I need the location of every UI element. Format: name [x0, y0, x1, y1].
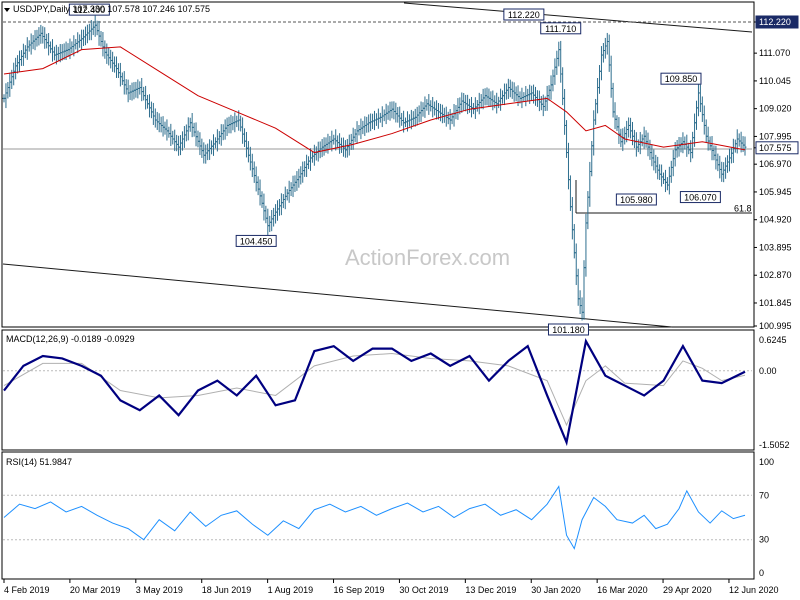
price-tick-label: 103.895: [759, 242, 792, 252]
moving-average-line: [3, 46, 746, 154]
rsi-lines: [3, 485, 752, 550]
price-annotation: 109.850: [660, 72, 702, 85]
price-tick-label: 105.945: [759, 187, 792, 197]
price-tick: 109.020: [754, 104, 792, 114]
price-tick: 107.995: [754, 131, 792, 141]
macd-tick-label: 0.00: [759, 366, 777, 376]
price-annotation: 61.8: [734, 203, 752, 213]
x-tick-label: 13 Dec 2019: [465, 585, 516, 595]
symbol-header: USDJPY,Daily 107.330 107.578 107.246 107…: [13, 4, 210, 14]
price-tick: 102.870: [754, 270, 792, 280]
rsi-tick-label: 0: [759, 568, 764, 578]
price-axis: 112.220 111.070 110.045 109.020 107.995 107.5…: [754, 15, 799, 331]
macd-tick-label: -1.5052: [759, 440, 790, 450]
price-tick-label: 111.070: [759, 48, 790, 58]
price-tick: 103.895: [754, 242, 792, 252]
x-tick-label: 29 Apr 2020: [663, 585, 712, 595]
macd-axis: 0.6245 0.00 -1.5052: [759, 335, 790, 450]
price-tick-label: 101.845: [759, 298, 792, 308]
x-tick-label: 12 Jun 2020: [729, 585, 779, 595]
macd-signal-line: [3, 353, 746, 427]
price-tick: 101.845: [754, 298, 792, 308]
rsi-tick-label: 100: [759, 457, 774, 467]
annotation-label: 109.850: [665, 74, 698, 84]
price-annotation: 104.450: [235, 234, 277, 247]
rsi-panel[interactable]: [1, 451, 755, 580]
price-tick: 112.220: [754, 15, 799, 29]
price-annotation: 106.070: [679, 191, 721, 204]
price-tick-label: 110.045: [759, 76, 791, 86]
price-tick: 105.945: [754, 187, 792, 197]
rsi-tick-label: 30: [759, 535, 769, 545]
price-tick-label: 106.970: [759, 159, 792, 169]
price-annotation: 111.710: [540, 22, 582, 35]
x-tick-label: 20 Mar 2019: [70, 585, 121, 595]
annotation-label: 111.710: [545, 24, 576, 34]
price-tick-label: 104.920: [759, 215, 792, 225]
price-tick: 106.970: [754, 159, 792, 169]
price-tick-label: 100.995: [759, 321, 792, 331]
price-annotation: 112.400: [68, 3, 110, 16]
channel-upper-line: [403, 2, 753, 33]
ma-series-line: [3, 46, 746, 154]
channel-lower-line: [2, 263, 673, 328]
annotation-label: 101.180: [552, 325, 585, 335]
price-tick: 104.920: [754, 215, 792, 225]
x-tick-label: 16 Sep 2019: [334, 585, 385, 595]
price-tick: 111.070: [754, 48, 790, 58]
macd-main-line: [3, 338, 746, 447]
price-annotation: 105.980: [615, 193, 657, 206]
rsi-axis: 100 70 30 0: [759, 457, 774, 578]
price-annotations: 112.400 112.220 111.710 109.850 105.980 106.0…: [68, 3, 752, 336]
chart-menu-arrow-icon[interactable]: [4, 8, 10, 12]
price-tick-label: 107.995: [759, 131, 792, 141]
rsi-title: RSI(14) 51.9847: [6, 457, 72, 467]
fib-label: 61.8: [734, 203, 752, 213]
price-tick-label: 102.870: [759, 270, 792, 280]
rsi-tick-label: 70: [759, 490, 769, 500]
x-tick-label: 18 Jun 2019: [202, 585, 252, 595]
annotation-label: 105.980: [620, 195, 653, 205]
x-tick-label: 30 Oct 2019: [399, 585, 448, 595]
watermark-text: ActionForex.com: [345, 245, 510, 270]
price-panel[interactable]: [1, 1, 755, 328]
annotation-label: 106.070: [684, 193, 717, 203]
x-axis: 4 Feb 2019 20 Mar 2019 3 May 2019 18 Jun 20…: [3, 579, 779, 595]
annotation-label: 112.220: [508, 10, 540, 20]
price-tick: 100.995: [754, 321, 792, 331]
macd-tick-label: 0.6245: [759, 335, 787, 345]
rsi-series-line: [3, 485, 746, 550]
annotation-label: 112.400: [73, 5, 105, 15]
price-tick-label: 107.575: [759, 143, 792, 153]
macd-panel[interactable]: [1, 329, 755, 451]
macd-lines: [3, 338, 752, 447]
price-annotation: 101.180: [547, 323, 589, 336]
x-tick-label: 1 Aug 2019: [268, 585, 314, 595]
price-tick: 110.045: [754, 76, 791, 86]
x-tick-label: 4 Feb 2019: [4, 585, 50, 595]
price-tick: 107.575: [754, 141, 799, 155]
annotation-label: 104.450: [240, 236, 273, 246]
price-bars: [2, 15, 747, 321]
price-annotation: 112.220: [503, 8, 545, 21]
price-tick-label: 109.020: [759, 104, 792, 114]
price-tick-label: 112.220: [759, 17, 791, 27]
macd-title: MACD(12,26,9) -0.0189 -0.0929: [6, 334, 135, 344]
x-tick-label: 16 Mar 2020: [597, 585, 648, 595]
x-tick-label: 3 May 2019: [136, 585, 183, 595]
ohlc-bar: [743, 136, 747, 156]
x-tick-label: 30 Jan 2020: [531, 585, 581, 595]
